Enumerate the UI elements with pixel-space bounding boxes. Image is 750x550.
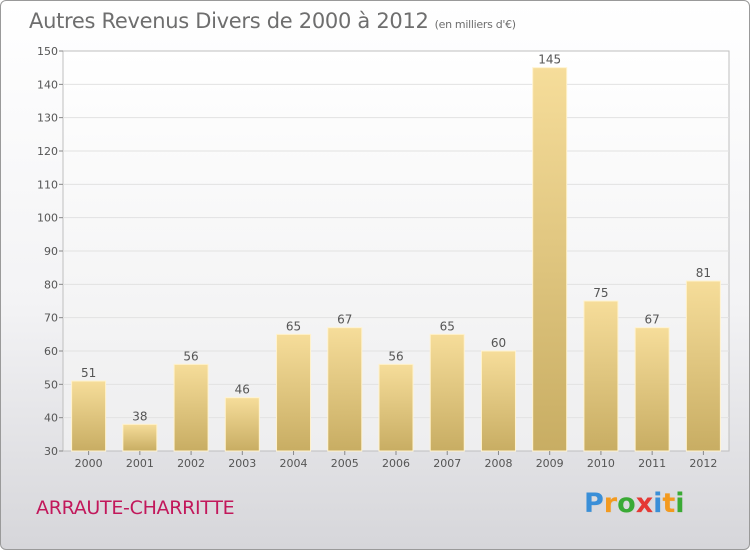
x-tick-label: 2003 (228, 457, 256, 470)
x-tick-label: 2011 (638, 457, 666, 470)
x-tick-label: 2006 (382, 457, 410, 470)
x-axis: 2000 2001 2002 2003 2004 2005 2006 2007 2008 2009… (75, 451, 717, 470)
y-tick-label: 70 (44, 312, 58, 325)
logo-letter: x (635, 488, 654, 519)
bar (583, 300, 619, 452)
bar (685, 280, 721, 452)
bar-value-label: 65 (440, 319, 455, 333)
bar (71, 380, 107, 452)
bar-value-label: 56 (388, 349, 403, 363)
bars: 51 38 56 46 65 67 56 65 60 145 75 67 81 (71, 53, 721, 452)
bar (634, 327, 670, 452)
x-tick-label: 2005 (331, 457, 359, 470)
logo-letter: P (584, 488, 604, 519)
x-tick-label: 2007 (433, 457, 461, 470)
bar (378, 363, 414, 452)
bar (480, 350, 516, 452)
bar-value-label: 56 (183, 349, 198, 363)
bar-value-label: 46 (235, 383, 250, 397)
y-tick-label: 120 (37, 145, 58, 158)
x-tick-label: 2001 (126, 457, 154, 470)
bar (276, 333, 312, 452)
y-tick-label: 100 (37, 212, 58, 225)
y-tick-label: 50 (44, 378, 58, 391)
bar (532, 67, 568, 452)
x-tick-label: 2004 (280, 457, 308, 470)
y-tick-label: 30 (44, 445, 58, 458)
y-axis: 30 40 50 60 70 80 90 100 110 120 130 140 150 (37, 45, 63, 458)
bar-value-label: 67 (337, 313, 352, 327)
x-tick-label: 2008 (484, 457, 512, 470)
y-tick-label: 140 (37, 78, 58, 91)
bar-value-label: 145 (538, 53, 561, 67)
x-tick-label: 2009 (536, 457, 564, 470)
chart-unit: (en milliers d'€) (434, 18, 516, 31)
y-tick-label: 90 (44, 245, 58, 258)
bar (224, 397, 260, 452)
bar-value-label: 51 (81, 366, 96, 380)
y-tick-label: 40 (44, 412, 58, 425)
y-tick-label: 60 (44, 345, 58, 358)
logo-letter: r (603, 488, 618, 519)
chart-title: Autres Revenus Divers de 2000 à 2012 (en … (29, 9, 516, 33)
bar-value-label: 75 (593, 286, 608, 300)
logo-letter: o (617, 488, 636, 519)
logo-letter: i (675, 488, 685, 519)
x-tick-label: 2002 (177, 457, 205, 470)
bar (122, 423, 158, 452)
x-tick-label: 2010 (587, 457, 615, 470)
proxiti-logo: Proxiti (584, 488, 685, 519)
bar-value-label: 65 (286, 319, 301, 333)
bar-value-label: 67 (645, 313, 660, 327)
bar (327, 327, 363, 452)
x-tick-label: 2000 (75, 457, 103, 470)
x-tick-label: 2012 (689, 457, 717, 470)
y-tick-label: 110 (37, 178, 58, 191)
bar (173, 363, 209, 452)
bar (429, 333, 465, 452)
logo-letter: i (653, 488, 663, 519)
bar-value-label: 60 (491, 336, 506, 350)
logo-letter: t (662, 488, 676, 519)
y-tick-label: 130 (37, 112, 58, 125)
bar-value-label: 81 (696, 266, 711, 280)
y-tick-label: 150 (37, 45, 58, 58)
town-name: ARRAUTE-CHARRITTE (36, 497, 235, 519)
y-tick-label: 80 (44, 278, 58, 291)
chart-title-text: Autres Revenus Divers de 2000 à 2012 (29, 9, 429, 33)
bar-value-label: 38 (132, 409, 147, 423)
